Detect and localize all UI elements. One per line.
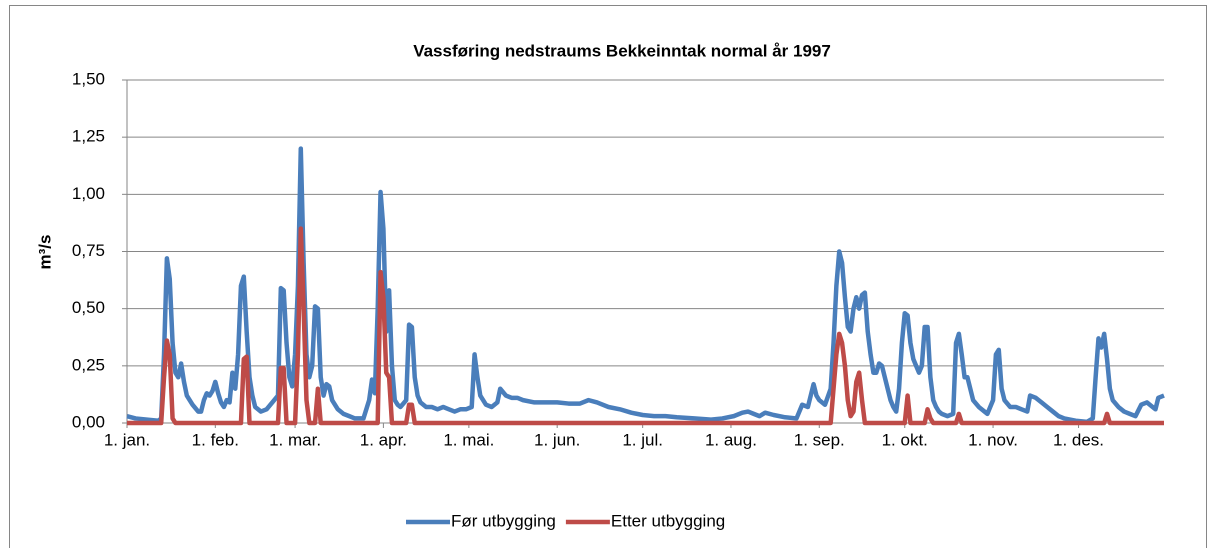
y-tick-label: 0,00 bbox=[72, 412, 105, 431]
x-tick-label: 1. des. bbox=[1053, 430, 1104, 449]
data-line bbox=[127, 226, 1164, 426]
legend-label: Etter utbygging bbox=[611, 511, 725, 530]
x-tick-label: 1. jun. bbox=[534, 430, 580, 449]
y-axis-label: m³/s bbox=[35, 235, 54, 270]
x-tick-label: 1. mar. bbox=[269, 430, 321, 449]
x-tick-label: 1. okt. bbox=[882, 430, 928, 449]
x-tick-label: 1. aug. bbox=[705, 430, 757, 449]
y-tick-label: 0,25 bbox=[72, 355, 105, 374]
y-tick-label: 0,50 bbox=[72, 298, 105, 317]
x-tick-label: 1. jul. bbox=[622, 430, 663, 449]
legend-label: Før utbygging bbox=[451, 511, 556, 530]
data-line bbox=[126, 146, 1165, 425]
y-tick-label: 1,25 bbox=[72, 127, 105, 146]
y-tick-label: 1,50 bbox=[72, 69, 105, 88]
chart-border bbox=[9, 5, 1207, 553]
x-tick-label: 1. feb. bbox=[192, 430, 239, 449]
y-tick-label: 1,00 bbox=[72, 184, 105, 203]
x-tick-label: 1. mai. bbox=[443, 430, 494, 449]
x-tick-label: 1. jan. bbox=[104, 430, 150, 449]
x-tick-label: 1. nov. bbox=[968, 430, 1018, 449]
x-tick-label: 1. sep. bbox=[794, 430, 845, 449]
chart-title: Vassføring nedstraums Bekkeinntak normal… bbox=[413, 41, 831, 60]
y-tick-label: 0,75 bbox=[72, 241, 105, 260]
x-tick-label: 1. apr. bbox=[360, 430, 407, 449]
